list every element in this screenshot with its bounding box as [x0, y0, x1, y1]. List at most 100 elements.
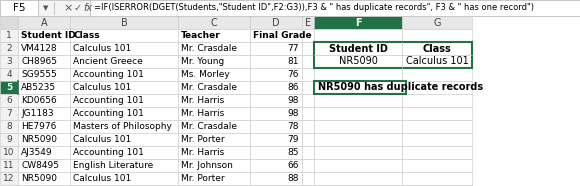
Bar: [250, 55, 302, 68]
Text: 85: 85: [288, 148, 299, 157]
Bar: [402, 185, 472, 186]
Bar: [178, 133, 250, 146]
Bar: [402, 120, 472, 133]
Bar: [314, 133, 402, 146]
Text: SG9555: SG9555: [21, 70, 57, 79]
Bar: [178, 159, 250, 172]
Text: Teacher: Teacher: [181, 31, 221, 40]
Bar: [70, 16, 178, 29]
Text: 2: 2: [6, 44, 12, 53]
Text: Mr. Young: Mr. Young: [181, 57, 224, 66]
Text: Mr. Porter: Mr. Porter: [181, 174, 224, 183]
Text: 3: 3: [6, 57, 12, 66]
Text: English Literature: English Literature: [73, 161, 153, 170]
Text: NR5090 has duplicate records: NR5090 has duplicate records: [318, 83, 483, 92]
Text: Calculus 101: Calculus 101: [73, 83, 131, 92]
Text: 76: 76: [288, 70, 299, 79]
Bar: [302, 120, 314, 133]
Bar: [18, 29, 70, 42]
Text: Calculus 101: Calculus 101: [405, 57, 469, 67]
Text: 98: 98: [288, 96, 299, 105]
Bar: [0, 55, 18, 68]
Bar: [18, 120, 70, 133]
Bar: [0, 120, 18, 133]
Text: Student ID: Student ID: [21, 31, 76, 40]
Bar: [18, 107, 70, 120]
Text: Accounting 101: Accounting 101: [73, 148, 144, 157]
Text: B: B: [121, 17, 128, 28]
Text: Mr. Crasdale: Mr. Crasdale: [181, 122, 237, 131]
Bar: [178, 185, 250, 186]
Text: NR5090: NR5090: [21, 135, 57, 144]
Bar: [0, 146, 18, 159]
Bar: [0, 107, 18, 120]
Bar: [250, 16, 302, 29]
Text: ▼: ▼: [44, 5, 49, 11]
Bar: [0, 172, 18, 185]
Bar: [314, 146, 402, 159]
Bar: [250, 146, 302, 159]
Bar: [314, 94, 402, 107]
Text: CH8965: CH8965: [21, 57, 57, 66]
Text: 5: 5: [6, 83, 12, 92]
Bar: [314, 120, 402, 133]
Bar: [402, 159, 472, 172]
Text: Mr. Crasdale: Mr. Crasdale: [181, 83, 237, 92]
Bar: [70, 94, 178, 107]
Text: Final Grade: Final Grade: [253, 31, 311, 40]
Text: fx: fx: [84, 3, 93, 13]
Bar: [302, 81, 314, 94]
Bar: [70, 55, 178, 68]
Bar: [70, 185, 178, 186]
Text: CW8495: CW8495: [21, 161, 59, 170]
Bar: [250, 94, 302, 107]
Text: 8: 8: [6, 122, 12, 131]
Text: Calculus 101: Calculus 101: [73, 135, 131, 144]
Bar: [178, 16, 250, 29]
Bar: [402, 68, 472, 81]
Bar: [0, 94, 18, 107]
Text: Accounting 101: Accounting 101: [73, 96, 144, 105]
Bar: [178, 42, 250, 55]
Text: NR5090: NR5090: [21, 174, 57, 183]
Text: D: D: [272, 17, 280, 28]
Text: Mr. Crasdale: Mr. Crasdale: [181, 44, 237, 53]
Text: E: E: [305, 17, 311, 28]
Text: 66: 66: [288, 161, 299, 170]
Bar: [314, 42, 472, 68]
Text: 1: 1: [6, 31, 12, 40]
Text: 10: 10: [3, 148, 15, 157]
Bar: [178, 68, 250, 81]
Bar: [18, 159, 70, 172]
Bar: [314, 42, 402, 55]
Bar: [70, 42, 178, 55]
Bar: [402, 107, 472, 120]
Text: 6: 6: [6, 96, 12, 105]
Bar: [0, 68, 18, 81]
Bar: [0, 133, 18, 146]
Bar: [314, 16, 402, 29]
Bar: [302, 42, 314, 55]
Bar: [402, 94, 472, 107]
Bar: [18, 172, 70, 185]
Text: Masters of Philosophy: Masters of Philosophy: [73, 122, 172, 131]
Bar: [250, 185, 302, 186]
Text: F: F: [355, 17, 361, 28]
Bar: [18, 42, 70, 55]
Bar: [250, 68, 302, 81]
Bar: [402, 55, 472, 68]
Bar: [302, 29, 314, 42]
Text: 81: 81: [288, 57, 299, 66]
Bar: [0, 0, 38, 16]
Text: 77: 77: [288, 44, 299, 53]
Bar: [178, 81, 250, 94]
Bar: [70, 68, 178, 81]
Bar: [178, 172, 250, 185]
Bar: [178, 94, 250, 107]
Bar: [18, 55, 70, 68]
Bar: [402, 81, 472, 94]
Bar: [250, 159, 302, 172]
Text: Accounting 101: Accounting 101: [73, 70, 144, 79]
Text: 12: 12: [3, 174, 15, 183]
Text: AJ3549: AJ3549: [21, 148, 53, 157]
